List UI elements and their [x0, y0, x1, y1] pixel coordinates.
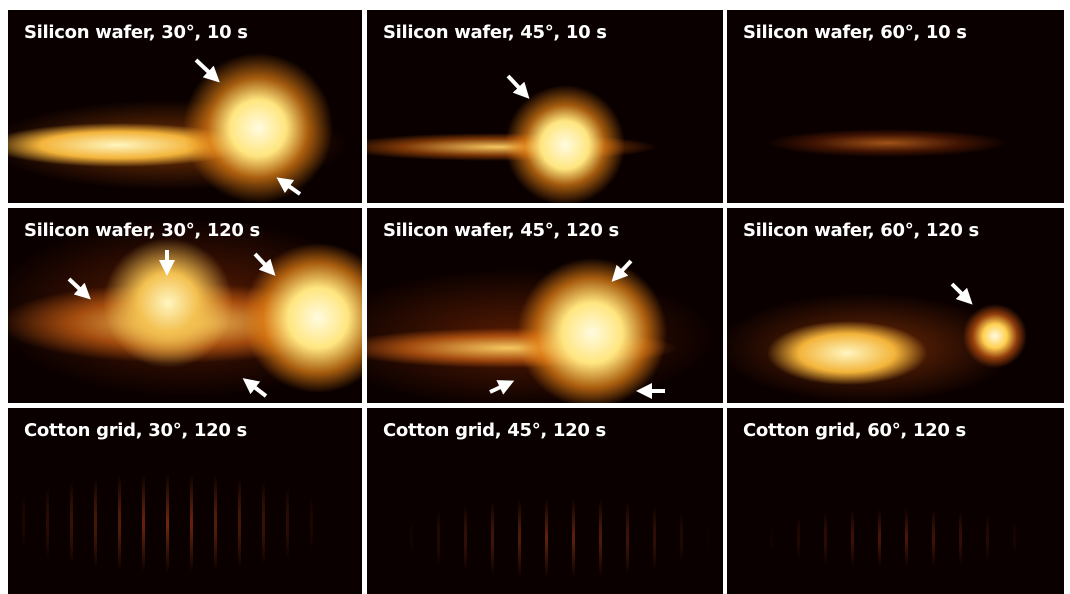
arrow-layer: [0, 0, 1070, 594]
page: {"panels": [ {"label": "Silicon wafer, 3…: [0, 0, 1070, 594]
arrows: [69, 60, 967, 396]
